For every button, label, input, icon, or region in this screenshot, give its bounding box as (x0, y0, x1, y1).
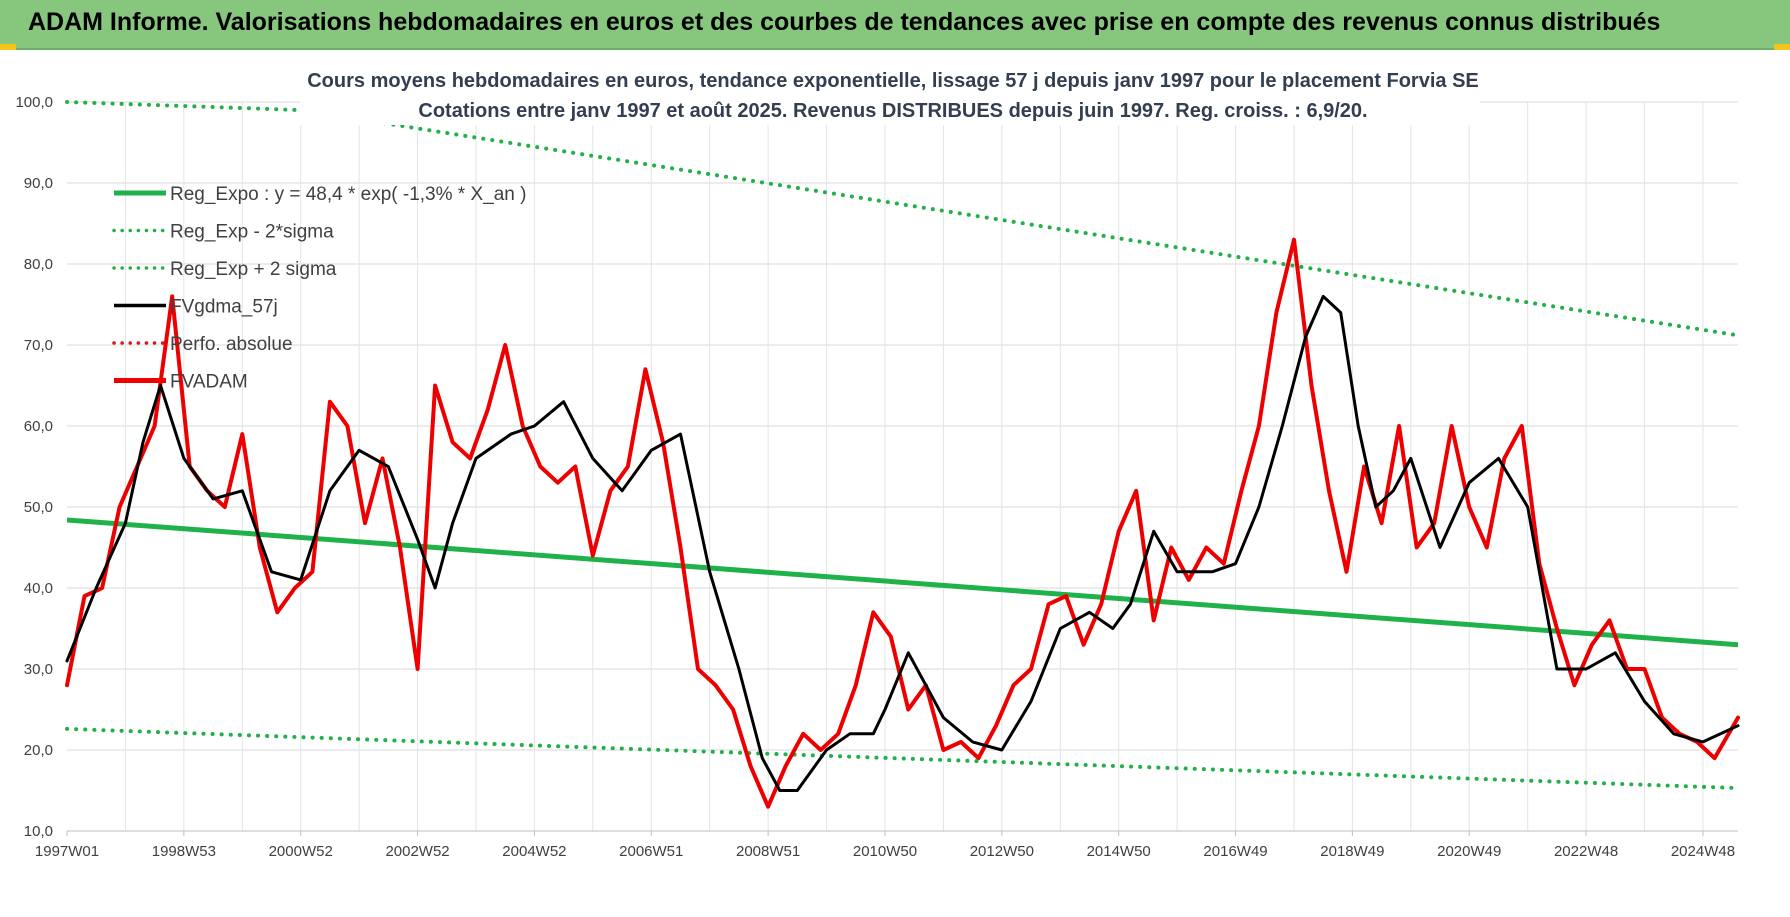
x-tick-label: 2022W48 (1554, 843, 1618, 860)
title-layer: Cours moyens hebdomadaires en euros, ten… (300, 61, 1480, 125)
x-tick-label: 2004W52 (502, 843, 566, 860)
series-reg-exp-plus-2sigma-line (65, 100, 1740, 338)
chart-svg: 10,0 20,0 30,0 40,0 50,0 60,0 70,0 80,0 90,0 100,… (15, 61, 1740, 860)
x-tick-label: 2012W50 (970, 843, 1034, 860)
x-tick-label: 2014W50 (1087, 843, 1151, 860)
axis-layer: 10,0 20,0 30,0 40,0 50,0 60,0 70,0 80,0 90,0 100,… (15, 94, 1738, 860)
y-tick-label: 10,0 (24, 823, 53, 840)
x-tick-label: 2024W48 (1671, 843, 1735, 860)
chart-subtitle: Cotations entre janv 1997 et août 2025. … (418, 100, 1367, 122)
corner-marker-right (1774, 44, 1790, 50)
corner-marker-left (0, 44, 16, 50)
legend-label: Perfo. absolue (170, 334, 293, 355)
legend-label: Reg_Exp - 2*sigma (170, 222, 334, 243)
legend-label: Reg_Exp + 2 sigma (170, 259, 337, 280)
y-tick-label: 80,0 (24, 256, 53, 273)
series-reg-exp-minus-2sigma-line (65, 726, 1740, 791)
y-tick-label: 30,0 (24, 661, 53, 678)
x-tick-label: 2000W52 (269, 843, 333, 860)
legend-label: FVgdma_57j (170, 297, 278, 318)
x-tick-label: 2006W51 (619, 843, 683, 860)
x-tick-label: 2008W51 (736, 843, 800, 860)
x-tick-label: 2010W50 (853, 843, 917, 860)
x-tick-label: 2016W49 (1203, 843, 1267, 860)
y-tick-label: 60,0 (24, 418, 53, 435)
y-tick-label: 100,0 (15, 94, 53, 111)
series-fvgdma-57j-line (65, 294, 1740, 792)
x-tick-label: 2020W49 (1437, 843, 1501, 860)
y-tick-label: 50,0 (24, 499, 53, 516)
y-tick-label: 20,0 (24, 742, 53, 759)
y-tick-label: 70,0 (24, 337, 53, 354)
y-tick-label: 90,0 (24, 175, 53, 192)
legend: Reg_Expo : y = 48,4 * exp( -1,3% * X_an … (112, 184, 526, 393)
series-fvadam-line (65, 237, 1740, 809)
y-tick-label: 40,0 (24, 580, 53, 597)
legend-label: Reg_Expo : y = 48,4 * exp( -1,3% * X_an … (170, 184, 526, 205)
x-tick-label: 1998W53 (152, 843, 216, 860)
chart-area: 10,0 20,0 30,0 40,0 50,0 60,0 70,0 80,0 90,0 100,… (0, 50, 1790, 912)
series-reg-expo-line (66, 517, 1739, 648)
report-banner: ADAM Informe. Valorisations hebdomadaire… (0, 0, 1790, 50)
chart-title: Cours moyens hebdomadaires en euros, ten… (307, 70, 1479, 92)
x-tick-label: 2018W49 (1320, 843, 1384, 860)
series-layer (65, 100, 1740, 809)
report-title: ADAM Informe. Valorisations hebdomadaire… (28, 8, 1661, 36)
title-backdrop (300, 61, 1480, 125)
x-tick-label: 1997W01 (35, 843, 99, 860)
x-tick-label: 2002W52 (385, 843, 449, 860)
legend-label: FVADAM (170, 372, 248, 393)
